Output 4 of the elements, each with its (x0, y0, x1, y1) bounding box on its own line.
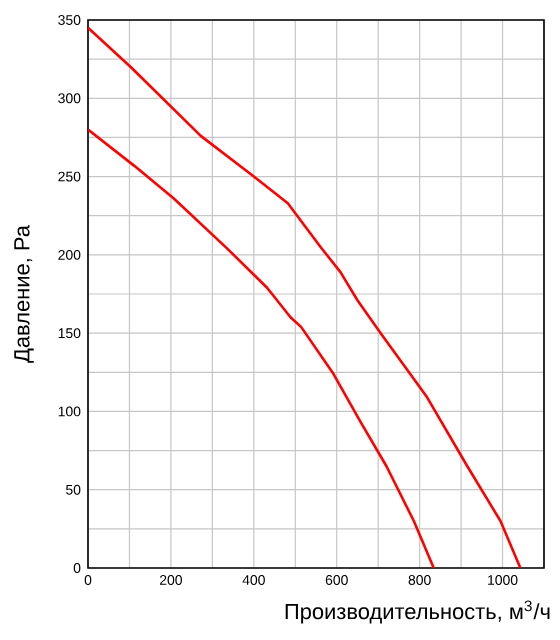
y-axis-title: Давление, Ра (14, 225, 34, 363)
line-series (88, 26, 522, 568)
x-axis-title: Производительность, м$^{3}$/ч (285, 600, 550, 624)
line-series (88, 128, 436, 568)
